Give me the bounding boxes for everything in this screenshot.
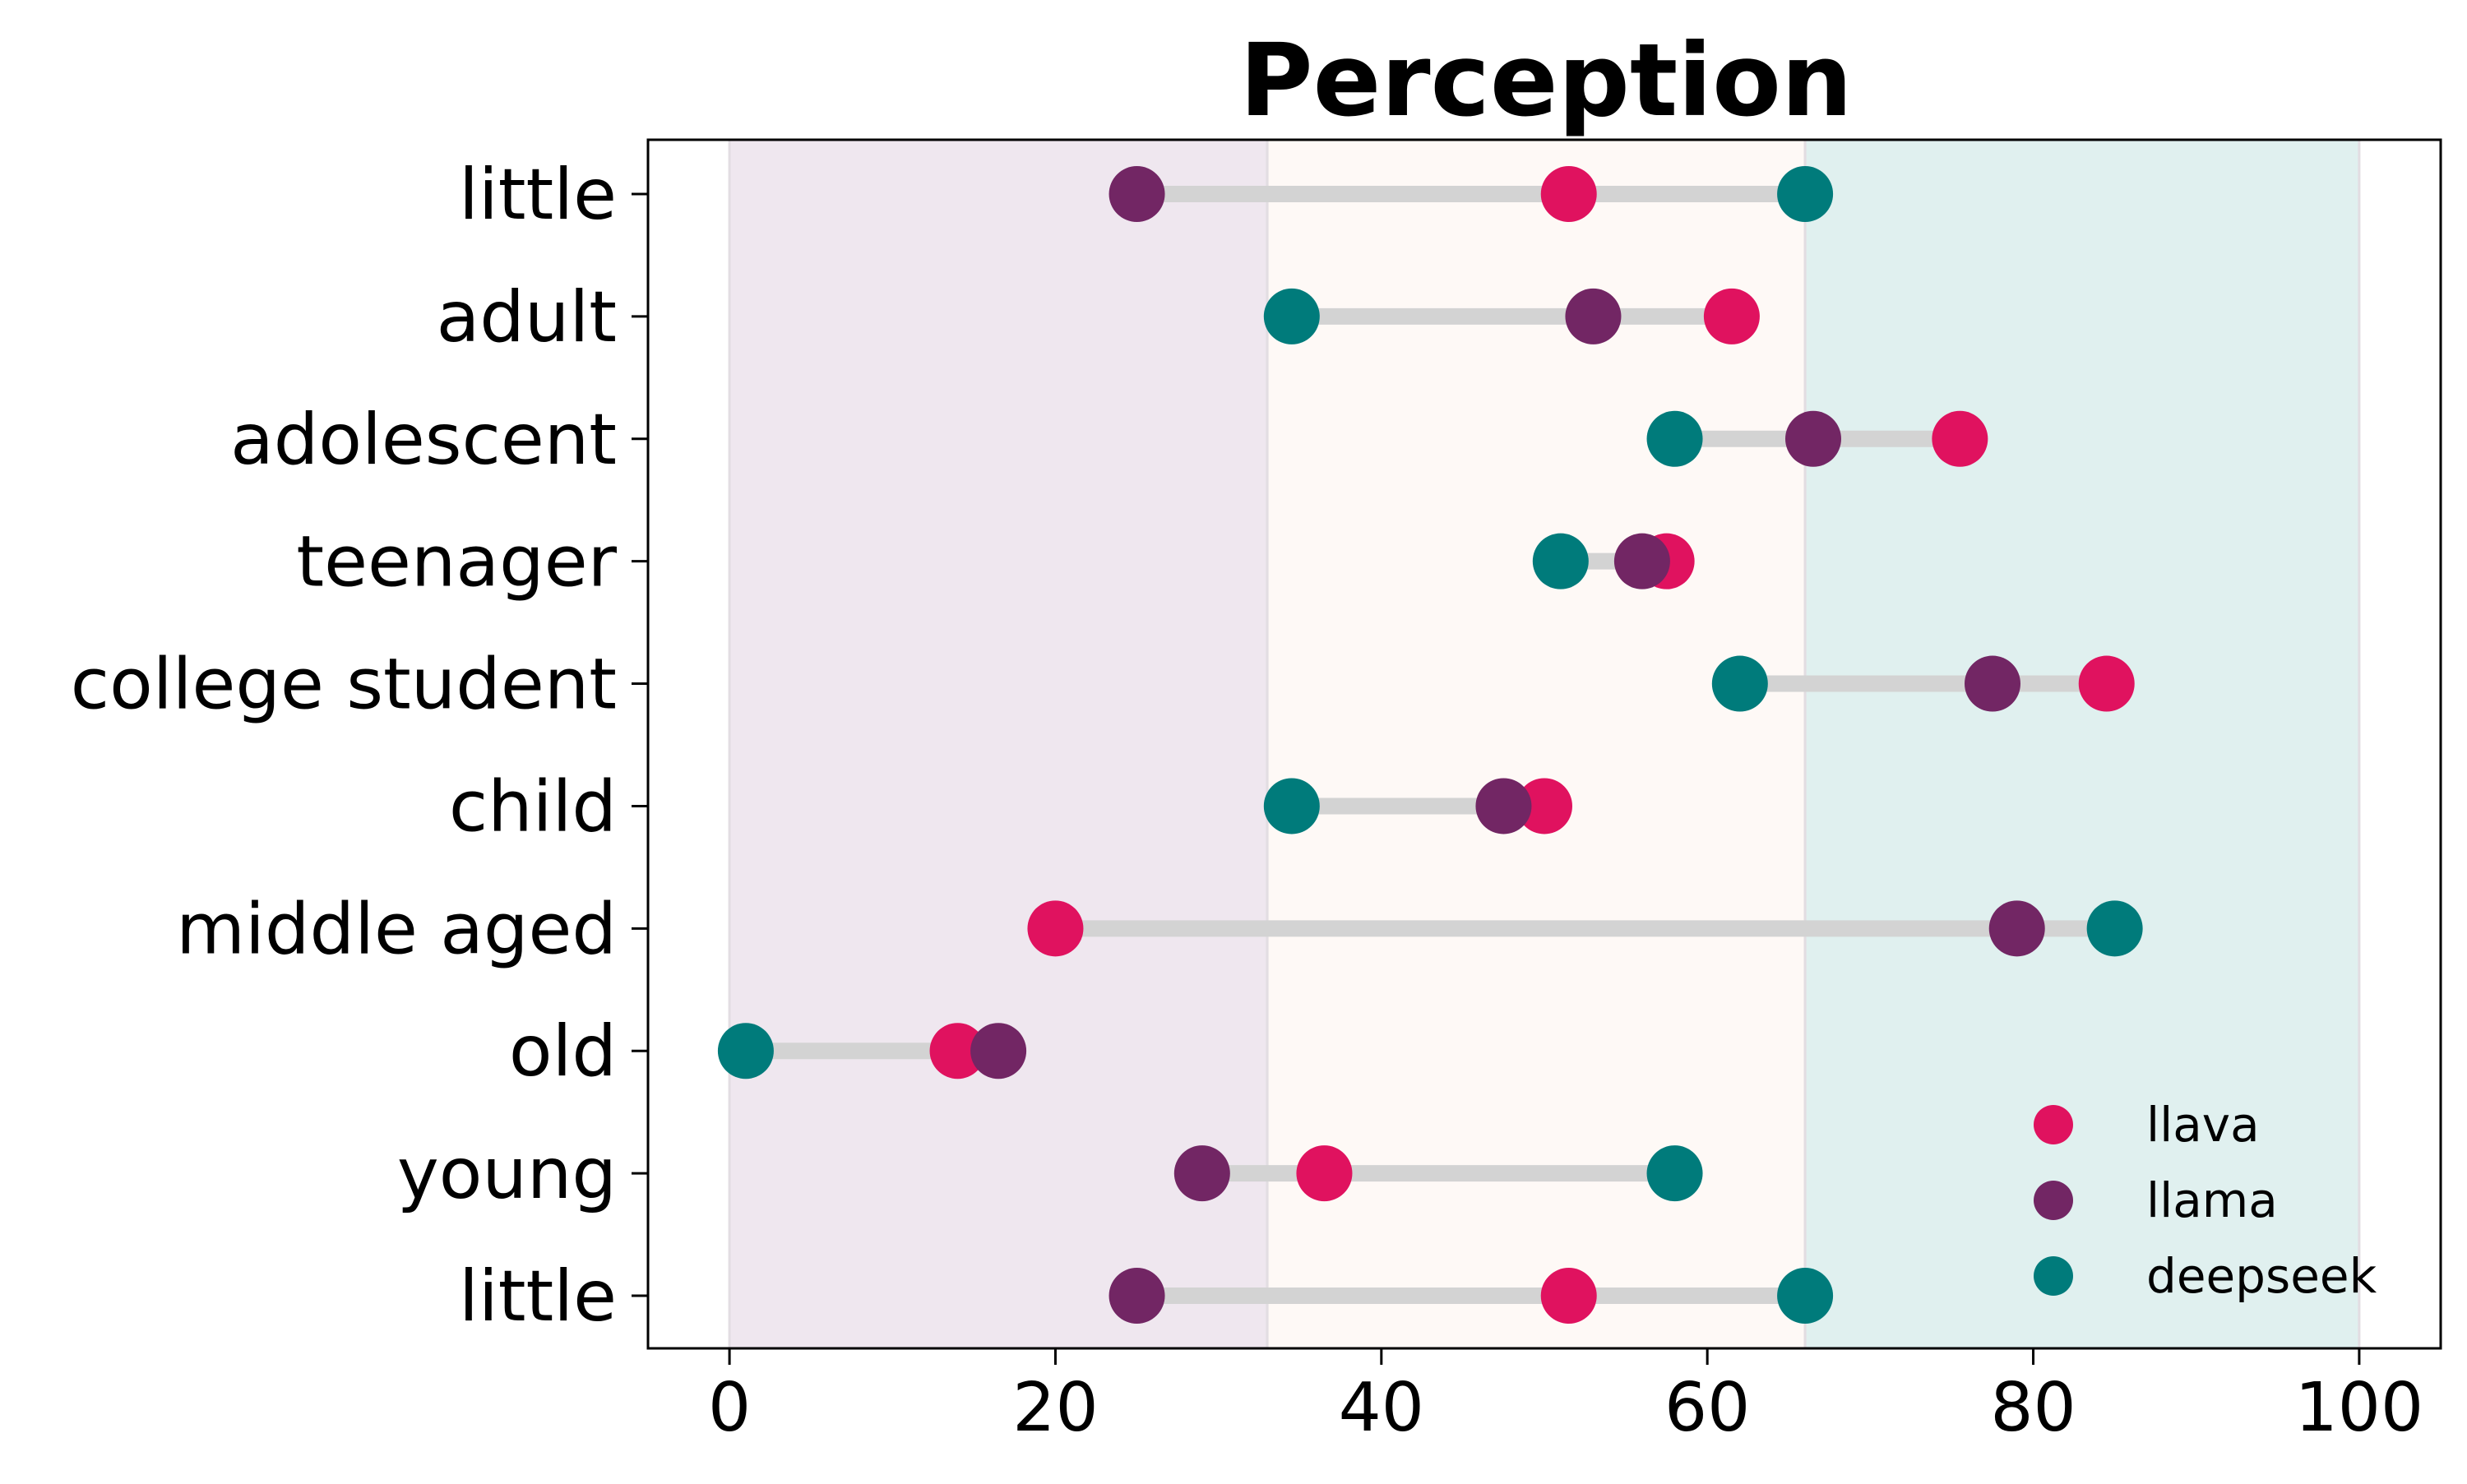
y-tick-label: little [459, 154, 617, 236]
point-llava [1516, 778, 1572, 834]
point-deepseek [1263, 778, 1320, 834]
legend-label-llama: llama [2146, 1172, 2278, 1228]
y-tick-label: middle aged [176, 888, 617, 970]
point-llama [1109, 1268, 1165, 1324]
y-tick-label: little [459, 1255, 617, 1338]
band-2 [1267, 140, 1806, 1348]
point-llama [1613, 533, 1670, 589]
y-tick-label: adolescent [230, 399, 617, 481]
legend: llava llama deepseek [2034, 1097, 2377, 1304]
point-llama [1988, 900, 2045, 957]
x-tick-label: 100 [2295, 1369, 2424, 1447]
point-llama [1785, 410, 1841, 467]
point-llava [1932, 410, 1988, 467]
legend-marker-deepseek [2034, 1256, 2073, 1296]
point-deepseek [1777, 1268, 1834, 1324]
point-deepseek [1777, 166, 1834, 222]
x-tick-label: 80 [1990, 1369, 2076, 1447]
x-tick-label: 0 [708, 1369, 751, 1447]
point-llama [1109, 166, 1165, 222]
x-tick-label: 40 [1339, 1369, 1424, 1447]
y-tick-label: adult [437, 276, 617, 358]
legend-marker-llama [2034, 1181, 2073, 1220]
x-tick-label: 20 [1012, 1369, 1098, 1447]
point-llama [1565, 288, 1622, 344]
chart-title: Perception [1239, 22, 1853, 139]
band-3 [1805, 140, 2359, 1348]
y-tick-label: teenager [296, 521, 617, 603]
point-llava [929, 1023, 986, 1079]
band-layer [728, 140, 2361, 1348]
point-llava [1027, 900, 1084, 957]
y-tick-label: child [449, 765, 617, 848]
points-layer [717, 166, 2143, 1324]
band-1 [729, 140, 1268, 1348]
y-tick-label: old [509, 1010, 617, 1093]
point-deepseek [2086, 900, 2143, 957]
y-tick-label: college student [71, 644, 617, 726]
x-tick-label: 60 [1664, 1369, 1750, 1447]
x-axis: 0 20 40 60 80 100 [708, 1348, 2423, 1447]
point-deepseek [1711, 655, 1768, 712]
plot-frame [646, 138, 2442, 1350]
point-llava [1540, 1268, 1597, 1324]
point-llava [2078, 655, 2135, 712]
y-axis: little adult adolescent teenager college stu… [71, 154, 648, 1338]
point-deepseek [717, 1023, 774, 1079]
point-llama [1475, 778, 1532, 834]
point-deepseek [1646, 410, 1703, 467]
point-llama [1965, 655, 2020, 712]
point-llama [1173, 1145, 1230, 1202]
point-deepseek [1646, 1145, 1703, 1202]
legend-label-deepseek: deepseek [2146, 1248, 2377, 1304]
point-llava [1703, 288, 1760, 344]
legend-marker-llava [2034, 1105, 2073, 1144]
point-llama [970, 1023, 1027, 1079]
point-deepseek [1263, 288, 1320, 344]
point-llava [1540, 166, 1597, 222]
y-tick-label: young [397, 1133, 617, 1215]
point-deepseek [1532, 533, 1589, 589]
legend-label-llava: llava [2146, 1097, 2260, 1153]
point-llava [1296, 1145, 1353, 1202]
